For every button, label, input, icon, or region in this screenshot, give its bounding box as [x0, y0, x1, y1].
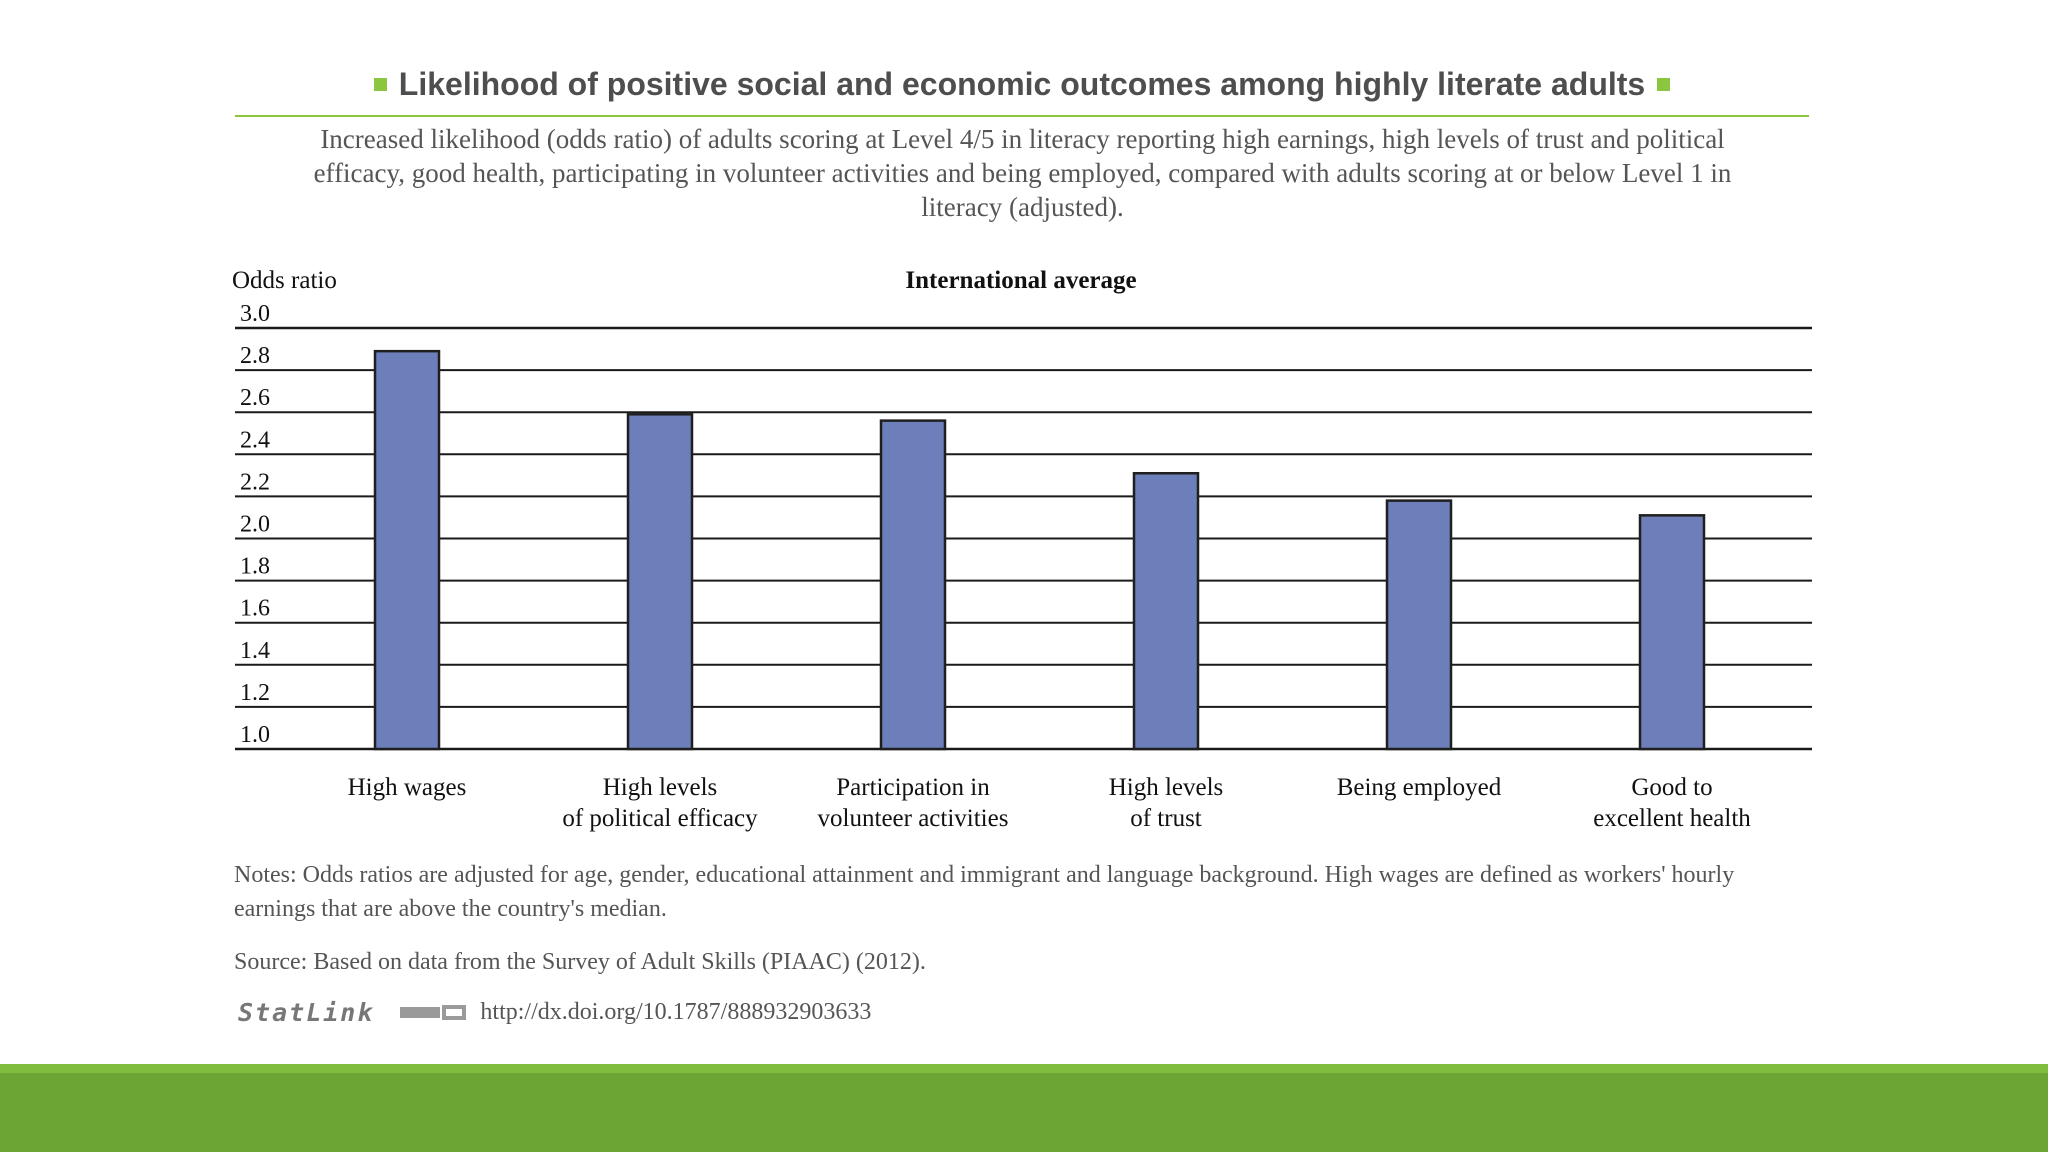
statlink-logo: StatLink: [238, 997, 375, 1027]
y-tick-label: 1.8: [240, 554, 270, 580]
y-tick-label: 2.8: [240, 343, 270, 369]
chart-title: International average: [905, 267, 1136, 294]
figure-title: Likelihood of positive social and econom…: [235, 66, 1809, 103]
bar: [1132, 471, 1200, 751]
gridlines: [235, 326, 1812, 751]
x-category-label: High levels of trust: [1109, 774, 1224, 832]
statlink-url[interactable]: http://dx.doi.org/10.1787/888932903633: [480, 998, 872, 1025]
title-divider: [235, 115, 1809, 117]
bar-chart: Odds ratio International average 1.01.21…: [232, 267, 1812, 832]
title-left-square-icon: [373, 78, 387, 92]
x-category-label: Being employed: [1337, 774, 1502, 801]
y-tick-label: 1.2: [240, 680, 270, 706]
x-category-label: Participation in volunteer activities: [818, 774, 1009, 832]
bar: [879, 419, 947, 751]
y-tick-label: 2.0: [240, 512, 270, 538]
bar: [373, 349, 441, 751]
slide-footer-bar: [0, 1064, 2048, 1152]
y-tick-label: 3.0: [240, 301, 270, 327]
excel-link-icon: [400, 1005, 467, 1020]
x-category-label: Good to excellent health: [1593, 774, 1751, 832]
y-tick-label: 1.0: [240, 722, 270, 748]
y-tick-label: 2.6: [240, 385, 270, 411]
bar: [1385, 499, 1453, 751]
x-category-label: High wages: [348, 774, 467, 801]
notes-text: Notes: Odds ratios are adjusted for age,…: [234, 862, 1735, 922]
y-tick-label: 2.4: [240, 427, 270, 453]
y-tick-label: 2.2: [240, 469, 270, 495]
x-category-label: High levels of political efficacy: [562, 774, 758, 832]
slide-footer-stripe: [0, 1064, 2048, 1073]
bar: [626, 413, 694, 751]
y-tick-labels: 1.0 1.2 1.4 1.6 1.8 2.0 2.2 2.4 2.6 2.8 3.0: [240, 301, 270, 748]
x-category-labels: High wages High levels of political effica…: [348, 774, 1752, 832]
title-right-square-icon: [1657, 78, 1671, 92]
source-text: Source: Based on data from the Survey of…: [234, 949, 926, 975]
bar: [1638, 514, 1706, 751]
figure-subtitle: Increased likelihood (odds ratio) of adu…: [313, 124, 1732, 222]
bars: [373, 349, 1706, 751]
statlink-row: StatLink http://dx.doi.org/10.1787/88893…: [238, 997, 871, 1027]
figure-title-text: Likelihood of positive social and econom…: [398, 66, 1646, 102]
y-axis-label: Odds ratio: [232, 267, 337, 294]
y-tick-label: 1.6: [240, 596, 270, 622]
y-tick-label: 1.4: [240, 638, 270, 664]
